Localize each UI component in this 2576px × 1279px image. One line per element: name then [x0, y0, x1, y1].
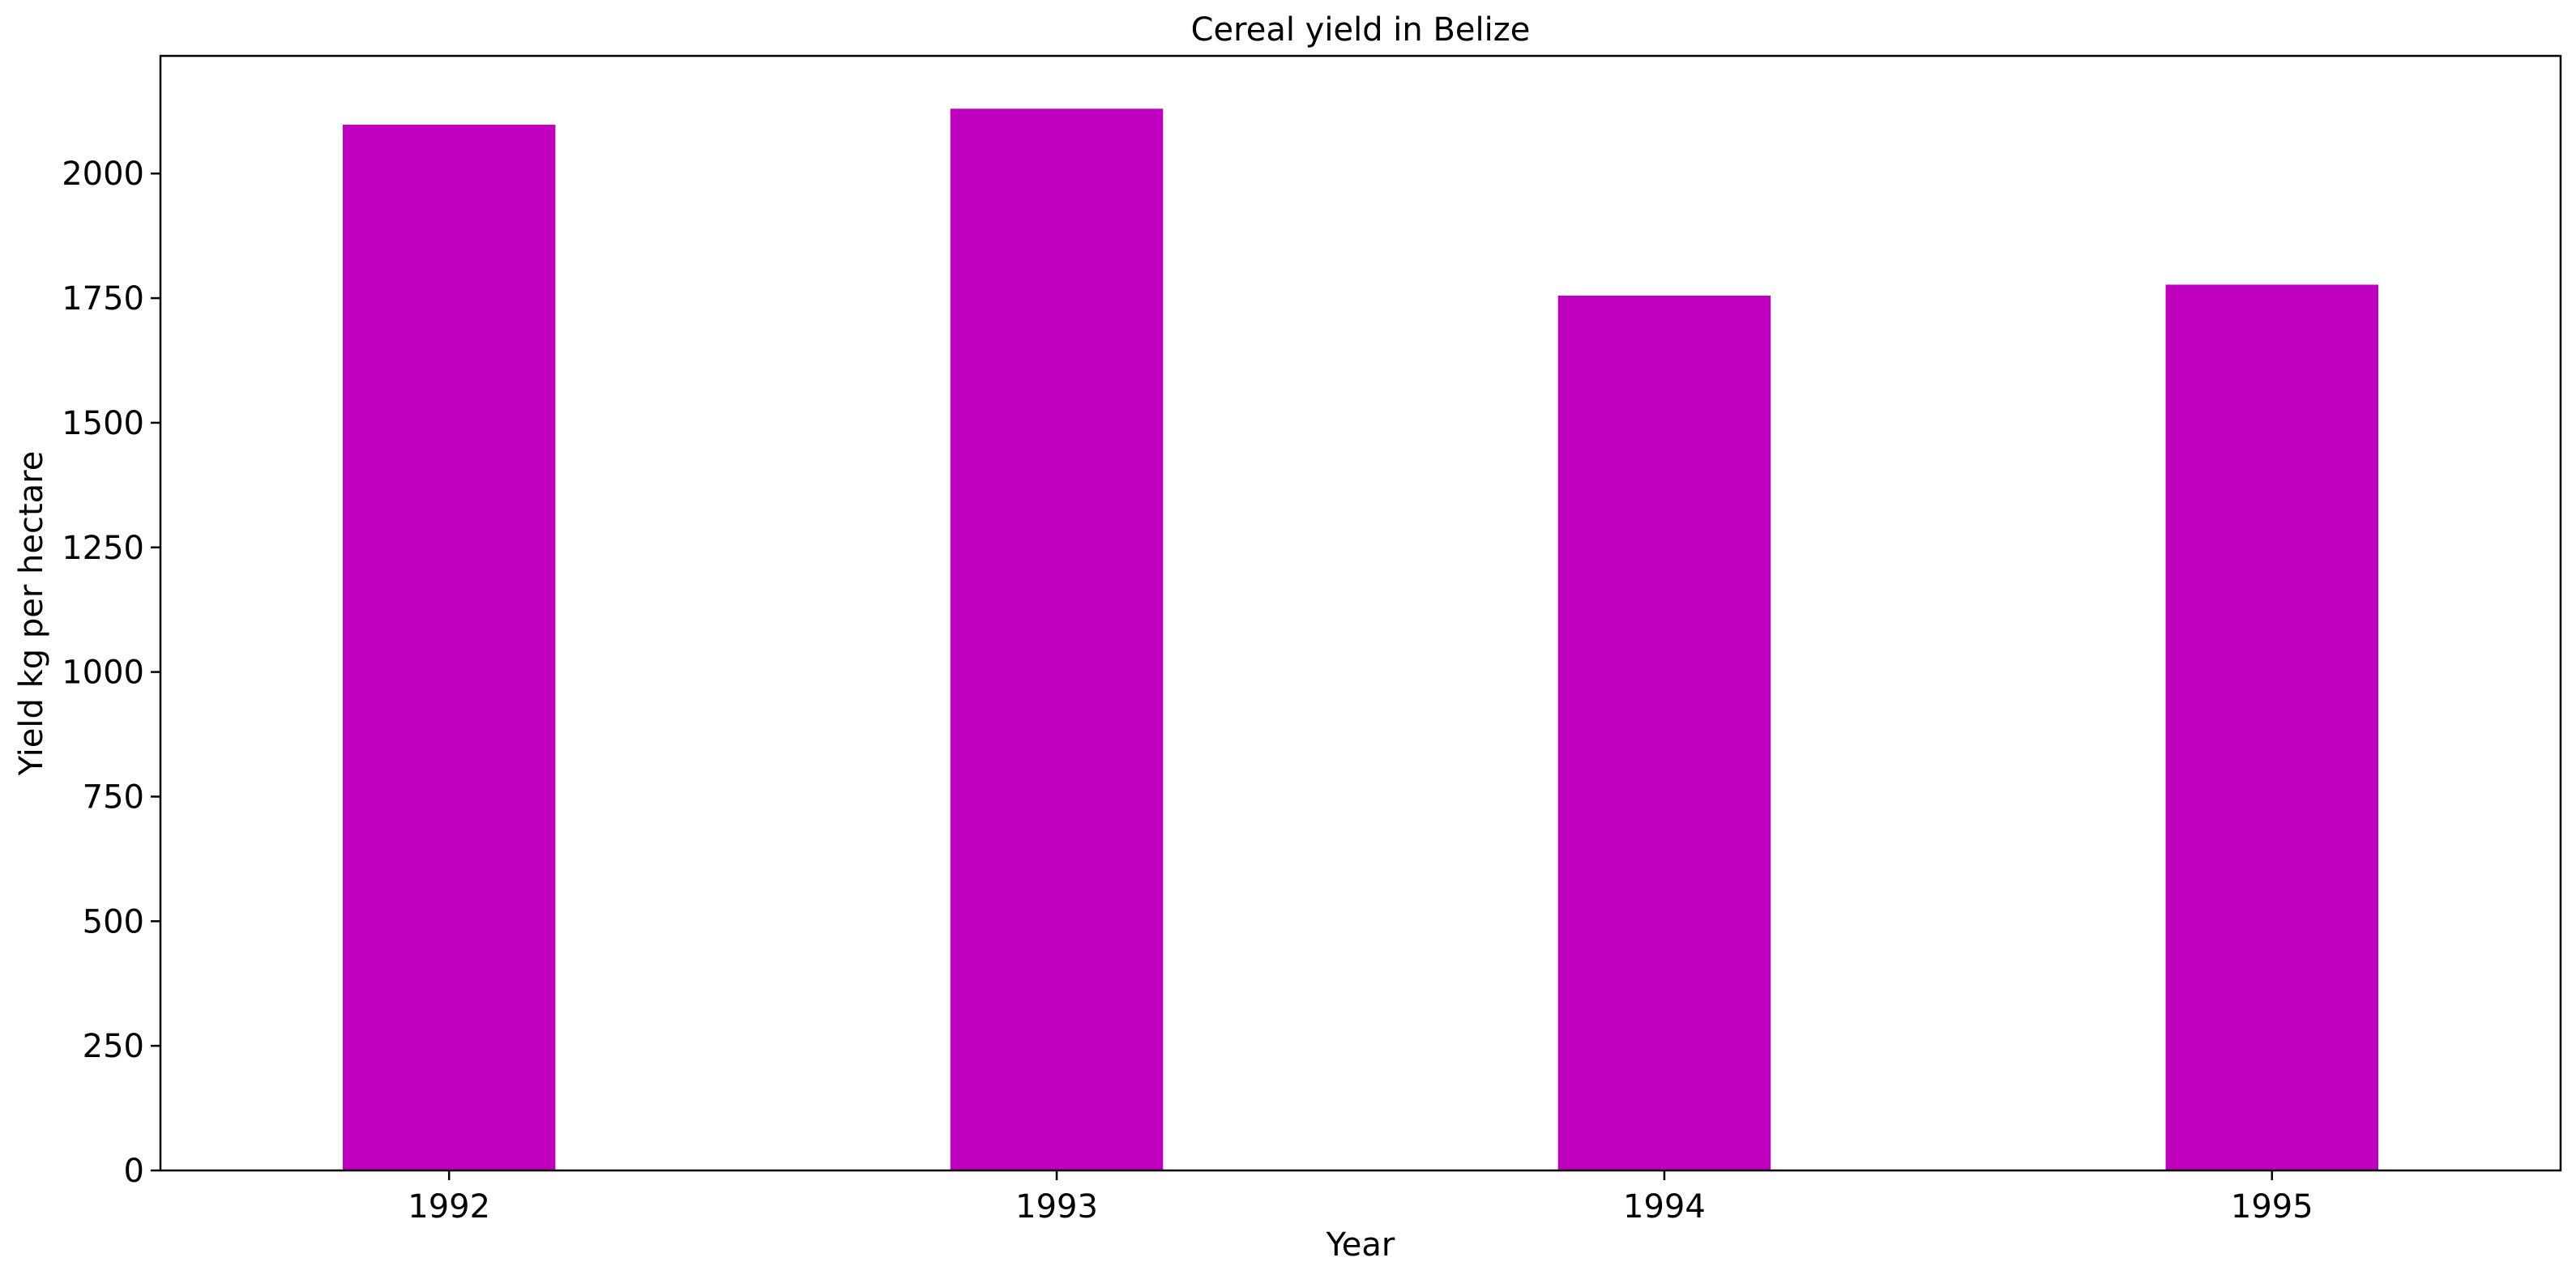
y-axis-ticks: 0 250 500 750 1000 1250 1500 1750 2000 [62, 156, 160, 1190]
x-tick-label: 1992 [408, 1188, 490, 1226]
x-tick-label: 1995 [2231, 1188, 2313, 1226]
y-tick-label: 1750 [62, 280, 144, 318]
bar-1994 [1557, 296, 1771, 1170]
y-tick-label: 2000 [62, 156, 144, 193]
bar-1993 [950, 109, 1164, 1171]
y-tick-label: 250 [83, 1028, 144, 1065]
chart-title: Cereal yield in Belize [1191, 11, 1531, 49]
x-tick-label: 1994 [1623, 1188, 1706, 1226]
bar-1995 [2165, 284, 2379, 1170]
y-tick-label: 1000 [62, 654, 144, 692]
y-tick-label: 1250 [62, 530, 144, 567]
y-axis-label: Yield kg per hectare [13, 451, 50, 777]
x-tick-label: 1993 [1015, 1188, 1098, 1226]
y-tick-label: 1500 [62, 405, 144, 442]
x-axis-ticks: 1992 1993 1994 1995 [408, 1170, 2313, 1226]
y-tick-label: 750 [83, 778, 144, 816]
plot-frame [159, 54, 2562, 1172]
bar-1992 [342, 124, 556, 1170]
x-axis-label: Year [1326, 1226, 1395, 1264]
y-tick-label: 0 [124, 1153, 144, 1190]
bars-group [342, 109, 2379, 1171]
y-tick-label: 500 [83, 903, 144, 940]
